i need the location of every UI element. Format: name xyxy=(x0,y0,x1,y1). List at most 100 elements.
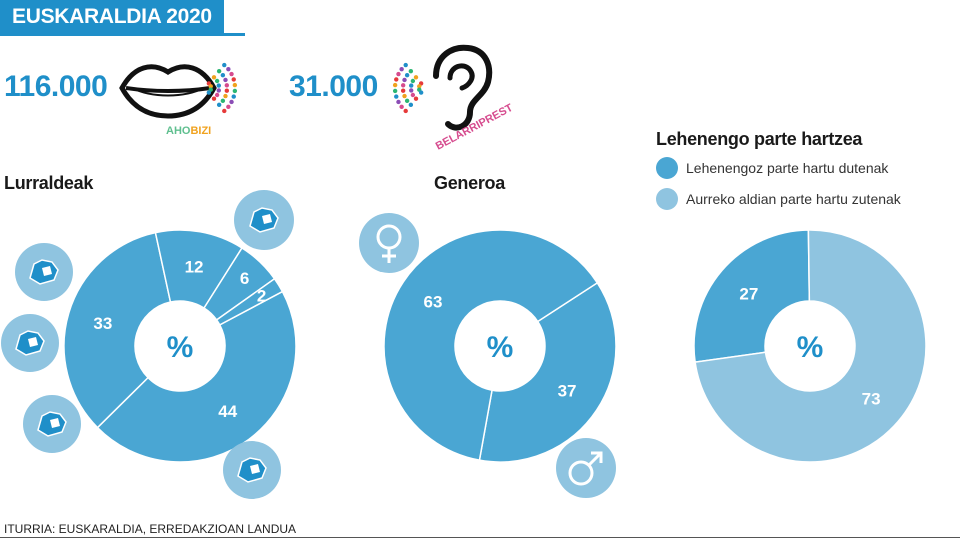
sound-dot xyxy=(392,82,398,88)
sound-dot xyxy=(410,78,416,84)
slice-label: 12 xyxy=(185,258,204,277)
donut-slice xyxy=(694,229,927,463)
territory-araba-icon xyxy=(23,395,81,453)
slice-label: 2 xyxy=(257,287,266,306)
female-icon xyxy=(359,213,419,273)
slice-label: 44 xyxy=(218,402,237,421)
sound-dot xyxy=(232,82,238,88)
sound-dot xyxy=(229,71,234,77)
sound-dot xyxy=(216,83,221,88)
belarriprest-brand: BELARRIPREST xyxy=(434,102,515,153)
sound-dot xyxy=(206,90,212,95)
donut-slice xyxy=(63,231,172,429)
page-title: EUSKARALDIA 2020 xyxy=(0,0,224,33)
sound-dot xyxy=(402,93,407,99)
sound-dot xyxy=(409,83,414,88)
sound-dot xyxy=(409,88,414,93)
sound-dot xyxy=(413,96,419,101)
slice-label: 73 xyxy=(862,389,881,408)
chart-title-generoa: Generoa xyxy=(434,173,505,193)
donut-slice xyxy=(383,229,599,462)
source-divider xyxy=(0,537,960,538)
sound-dot xyxy=(224,88,230,93)
sound-dot xyxy=(396,99,401,105)
donut-chart-0: 44 33 12 62% xyxy=(63,229,297,463)
sound-dot xyxy=(399,66,404,72)
legend-label: Lehenengoz parte hartu dutenak xyxy=(686,160,889,176)
chart-title-lurraldeak: Lurraldeak xyxy=(4,173,94,193)
sound-dot xyxy=(211,96,217,101)
donut-slice xyxy=(693,229,811,363)
sound-dot xyxy=(400,88,406,93)
sound-dot xyxy=(222,62,227,68)
lips-icon xyxy=(119,64,217,119)
territory-bizkaia-icon xyxy=(234,190,294,250)
donut-slice xyxy=(478,281,617,463)
map-highlight xyxy=(28,337,38,347)
sound-dot xyxy=(418,90,424,95)
sound-dot xyxy=(404,72,410,78)
belarriprest-count: 31.000 xyxy=(289,70,378,103)
sound-dot xyxy=(231,94,236,99)
map-highlight xyxy=(250,464,260,474)
center-percent-label: % xyxy=(797,331,824,364)
source-note: ITURRIA: EUSKARALDIA, ERREDAKZIOAN LANDU… xyxy=(4,522,297,536)
sound-dot xyxy=(232,88,238,94)
sound-dot xyxy=(400,83,406,88)
territory-iparraldea-icon xyxy=(15,243,73,301)
female-symbol-cross xyxy=(382,248,396,263)
sound-dot xyxy=(216,102,222,108)
sound-dot xyxy=(402,77,407,83)
sound-dot xyxy=(403,62,408,68)
sound-dot xyxy=(404,98,410,104)
legend-label: Aurreko aldian parte hartu zutenak xyxy=(686,191,901,207)
sound-dot xyxy=(408,68,414,74)
ear-icon xyxy=(433,44,493,131)
ahobizi-sound-dots xyxy=(206,62,238,114)
belarriprest-sound-dots xyxy=(392,62,424,114)
sound-dot xyxy=(226,104,231,110)
map-highlight xyxy=(50,418,60,428)
sound-dot xyxy=(211,75,217,80)
icon-bubble xyxy=(359,213,419,273)
donut-slice xyxy=(215,277,284,326)
sound-dot xyxy=(413,75,419,80)
sound-dot xyxy=(220,72,226,78)
donut-chart-2: 27 73% xyxy=(693,229,927,463)
icon-bubble xyxy=(556,438,616,498)
ahobizi-brand: AHOBIZI xyxy=(166,125,211,137)
sound-dot xyxy=(226,66,231,72)
sound-dot xyxy=(223,93,228,99)
sound-dot xyxy=(399,104,404,110)
slice-label: 6 xyxy=(240,269,249,288)
sound-dot xyxy=(223,77,228,83)
sound-dot xyxy=(408,102,414,108)
map-highlight xyxy=(262,214,272,224)
sound-dot xyxy=(396,71,401,77)
legend-swatch xyxy=(656,157,678,179)
territory-gipuzkoa-icon xyxy=(223,441,281,499)
sound-dot xyxy=(392,88,398,94)
sound-dot xyxy=(214,92,220,98)
sound-dot xyxy=(403,108,408,114)
donut-slice xyxy=(96,290,297,463)
sound-dot xyxy=(224,83,230,88)
sound-dot xyxy=(394,77,399,82)
male-icon xyxy=(556,438,616,498)
sound-dot xyxy=(220,98,226,104)
map-highlight xyxy=(42,266,52,276)
male-symbol-ring xyxy=(568,460,594,486)
sound-dot xyxy=(394,94,399,99)
sound-dot xyxy=(229,99,234,105)
male-symbol-arrow xyxy=(587,451,603,467)
territory-nafarroa-icon xyxy=(1,314,59,372)
legend-swatch xyxy=(656,188,678,210)
title-underline xyxy=(0,33,245,36)
slice-label: 63 xyxy=(423,292,442,311)
sound-dot xyxy=(410,92,416,98)
legend-item-returning: Aurreko aldian parte hartu zutenak xyxy=(656,188,901,210)
ahobizi-count: 116.000 xyxy=(4,70,108,103)
sound-dot xyxy=(216,68,222,74)
chart-title-lehenengo: Lehenengo parte hartzea xyxy=(656,129,863,149)
